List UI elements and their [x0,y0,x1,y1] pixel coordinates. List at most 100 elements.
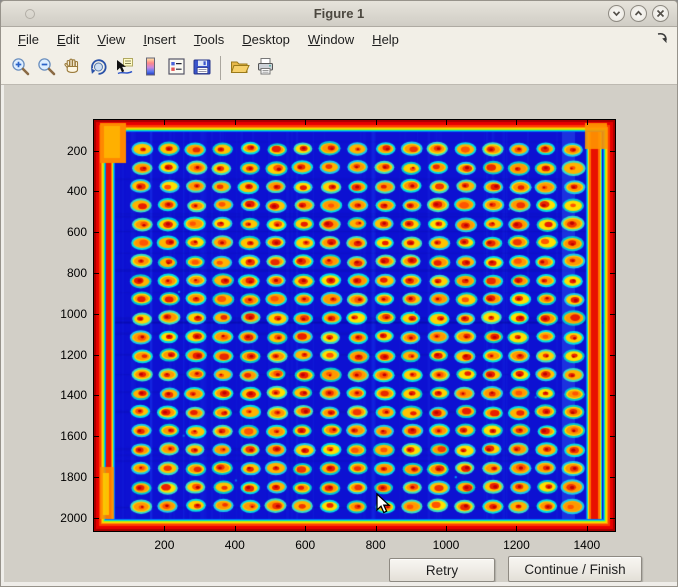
window-title: Figure 1 [313,6,365,21]
legend-button[interactable] [163,55,189,81]
tick-mark [94,272,99,274]
dock-figure-icon[interactable] [655,31,669,45]
tick-mark [164,120,166,125]
data-cursor-icon [114,56,135,80]
open-folder-button[interactable] [226,55,252,81]
open-folder-icon [229,56,250,80]
tick-mark [234,526,236,531]
window-menu-icon[interactable] [25,8,35,19]
zoom-in-icon [10,56,31,80]
tick-mark [516,120,518,125]
tick-mark [610,313,615,315]
legend-icon [166,56,187,80]
figure-canvas-area: 200 400 600 800 1000 1200 1400 200 400 600 800 1000… [1,85,677,586]
save-icon [192,56,213,80]
y-tick-label: 2000 [60,510,87,525]
title-bar[interactable]: Figure 1 [1,1,677,27]
pan-hand-icon [62,56,83,80]
pan-hand-button[interactable] [59,55,85,81]
menu-tools[interactable]: Tools [193,31,225,47]
tick-mark [305,120,307,125]
rotate-3d-button[interactable] [85,55,111,81]
tick-mark [94,517,99,519]
tick-mark [94,191,99,193]
window-bottom-border [1,582,677,586]
scan-image[interactable] [94,120,615,531]
tick-mark [94,232,99,234]
x-tick-label: 400 [224,538,245,552]
maximize-button[interactable] [630,5,647,22]
menu-window[interactable]: Window [307,31,355,47]
y-tick-label: 1600 [60,429,87,444]
tick-mark [164,526,166,531]
tick-mark [375,120,377,125]
menu-help[interactable]: Help [372,31,399,47]
tick-mark [94,395,99,397]
x-tick-label: 200 [154,538,175,552]
x-tick-label: 600 [295,538,316,552]
zoom-in-button[interactable] [7,55,33,81]
print-icon [255,56,276,80]
print-button[interactable] [252,55,278,81]
x-tick-label: 800 [365,538,386,552]
save-button[interactable] [189,55,215,81]
tick-mark [586,526,588,531]
tick-mark [610,436,615,438]
y-tick-label: 1400 [60,388,87,403]
tick-mark [446,526,448,531]
y-tick-label: 600 [66,225,87,240]
tick-mark [610,150,615,152]
chevron-down-icon [611,8,622,19]
close-button[interactable] [652,5,669,22]
colorbar-button[interactable] [137,55,163,81]
y-tick-label: 1200 [60,347,87,362]
x-tick-label: 1000 [432,538,460,552]
tick-mark [610,232,615,234]
toolbar-separator [220,55,221,80]
data-cursor-button[interactable] [111,55,137,81]
minimize-button[interactable] [608,5,625,22]
tick-mark [610,191,615,193]
rotate-3d-icon [88,56,109,80]
colorbar-icon [140,56,161,80]
tick-mark [610,476,615,478]
x-tick-label: 1400 [573,538,601,552]
tick-mark [446,120,448,125]
chevron-up-icon [633,8,644,19]
y-tick-label: 800 [66,265,87,280]
menu-bar: File Edit View Insert Tools Desktop Window Help [1,27,677,51]
tick-mark [610,395,615,397]
tick-mark [610,354,615,356]
menu-file[interactable]: File [18,31,39,47]
tick-mark [610,272,615,274]
tick-mark [375,526,377,531]
window-controls [608,5,669,22]
tick-mark [94,313,99,315]
tick-mark [305,526,307,531]
menu-items: File Edit View Insert Tools Desktop Window Help [9,29,408,50]
zoom-out-button[interactable] [33,55,59,81]
tick-mark [234,120,236,125]
tick-mark [94,354,99,356]
axes-plot-box[interactable] [93,119,616,532]
y-tick-label: 400 [66,184,87,199]
zoom-out-icon [36,56,57,80]
y-tick-label: 1800 [60,469,87,484]
tick-mark [94,436,99,438]
window-left-border [1,85,4,586]
x-tick-label: 1200 [503,538,530,552]
figure-toolbar [1,51,677,85]
tick-mark [94,150,99,152]
y-tick-label: 200 [66,143,87,158]
retry-button[interactable]: Retry [389,558,495,582]
y-tick-label: 1000 [60,306,87,321]
tick-mark [94,476,99,478]
menu-view[interactable]: View [97,31,126,47]
close-icon [655,8,666,19]
menu-insert[interactable]: Insert [143,31,176,47]
tick-mark [516,526,518,531]
continue-finish-button[interactable]: Continue / Finish [508,556,642,582]
menu-desktop[interactable]: Desktop [242,31,290,47]
menu-edit[interactable]: Edit [56,31,80,47]
